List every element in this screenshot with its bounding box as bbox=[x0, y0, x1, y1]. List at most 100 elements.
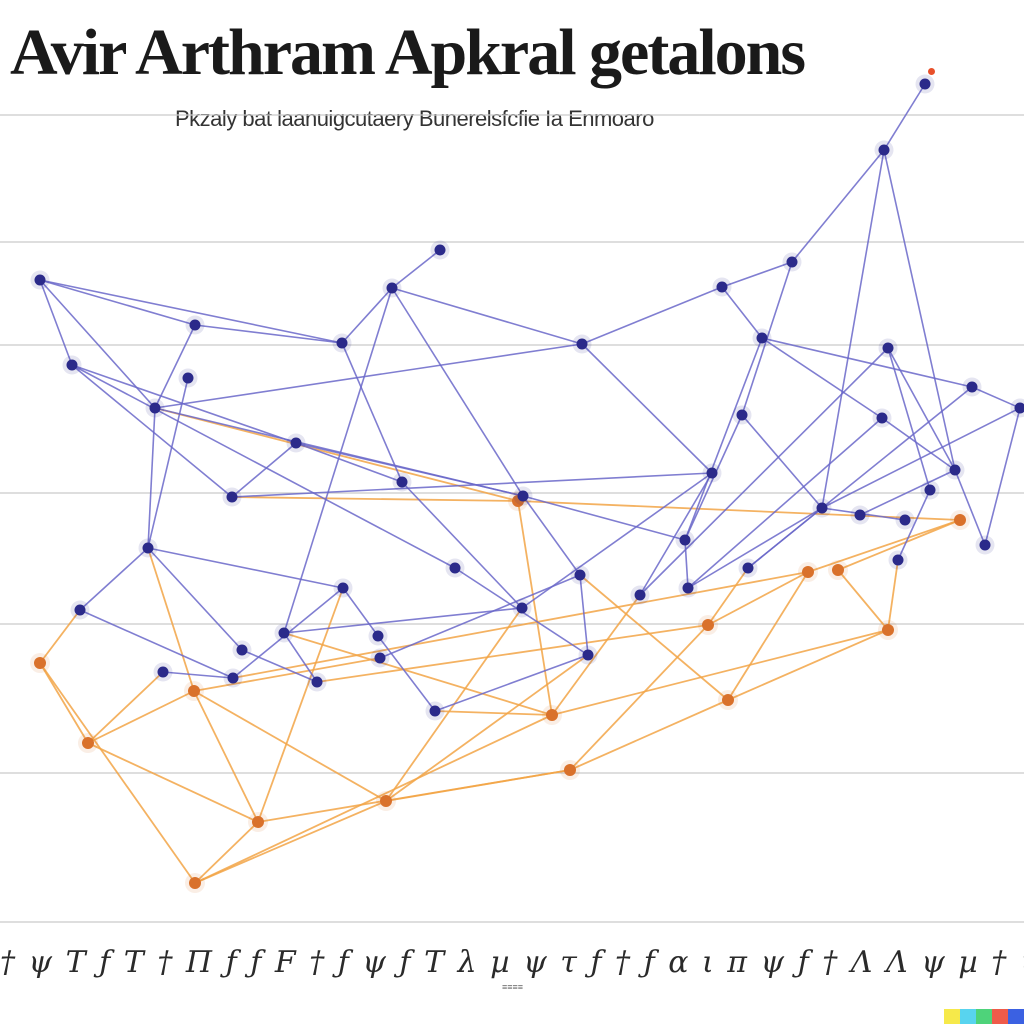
orange-edge bbox=[569, 699, 729, 771]
blue-node bbox=[979, 539, 991, 551]
orange-edge bbox=[154, 407, 519, 502]
orange-node bbox=[546, 709, 558, 721]
orange-nodes bbox=[30, 491, 970, 893]
blue-edge bbox=[342, 587, 379, 637]
blue-edge bbox=[687, 507, 823, 589]
footnote: ≡≡≡≡ bbox=[502, 982, 524, 992]
orange-node bbox=[954, 514, 966, 526]
blue-node bbox=[582, 649, 594, 661]
blue-edge bbox=[147, 407, 156, 549]
blue-edge bbox=[39, 279, 73, 366]
orange-edge bbox=[39, 662, 196, 884]
blue-node bbox=[182, 372, 194, 384]
blue-node bbox=[716, 281, 728, 293]
blue-node bbox=[386, 282, 398, 294]
blue-edge bbox=[391, 249, 441, 289]
orange-edge bbox=[193, 690, 259, 823]
blue-edge bbox=[162, 671, 234, 679]
blue-edge bbox=[147, 377, 189, 549]
blue-edge bbox=[954, 469, 986, 546]
orange-edge bbox=[837, 569, 889, 631]
blue-node bbox=[1014, 402, 1024, 414]
blue-edge bbox=[391, 287, 583, 345]
blue-node bbox=[919, 78, 931, 90]
blue-node bbox=[892, 554, 904, 566]
orange-edge bbox=[579, 574, 729, 701]
footer-glyph-row: † ψ T ƒ T † Π ƒ ƒ F † ƒ ψ ƒ T λ µ ψ τ ƒ … bbox=[0, 945, 1024, 980]
blue-edge bbox=[231, 442, 297, 498]
orange-edge bbox=[385, 769, 571, 802]
blue-edge bbox=[79, 609, 234, 679]
blue-edge bbox=[821, 149, 885, 509]
blue-node bbox=[429, 705, 441, 717]
orange-edge bbox=[193, 690, 387, 802]
blue-edge bbox=[147, 547, 243, 651]
blue-edge bbox=[71, 364, 233, 498]
blue-node bbox=[854, 509, 866, 521]
blue-edge bbox=[581, 343, 713, 474]
orange-edge bbox=[837, 519, 961, 571]
orange-edge bbox=[551, 629, 889, 716]
blue-edge bbox=[341, 287, 393, 344]
blue-node bbox=[516, 602, 528, 614]
orange-edge bbox=[193, 657, 381, 692]
blue-node bbox=[34, 274, 46, 286]
blue-edge bbox=[883, 83, 926, 151]
blue-edge bbox=[379, 574, 581, 659]
orange-edge bbox=[316, 624, 709, 683]
blue-edge bbox=[639, 472, 713, 596]
blue-edge bbox=[341, 342, 403, 483]
color-swatch bbox=[992, 1009, 1008, 1024]
blue-edge bbox=[579, 574, 589, 656]
blue-edge bbox=[241, 649, 318, 683]
orange-node bbox=[34, 657, 46, 669]
blue-node bbox=[226, 491, 238, 503]
blue-node bbox=[786, 256, 798, 268]
orange-edge bbox=[434, 710, 553, 716]
blue-node bbox=[742, 562, 754, 574]
orange-edge bbox=[887, 559, 899, 631]
blue-node bbox=[434, 244, 446, 256]
blue-edge bbox=[154, 324, 196, 409]
orange-edge bbox=[194, 800, 387, 884]
blue-node bbox=[816, 502, 828, 514]
orange-edge bbox=[807, 519, 961, 573]
orange-node bbox=[564, 764, 576, 776]
blue-edges bbox=[39, 83, 1021, 712]
blue-edge bbox=[295, 442, 524, 497]
blue-node bbox=[157, 666, 169, 678]
blue-edge bbox=[881, 417, 956, 471]
blue-edge bbox=[971, 386, 1021, 409]
orange-edge bbox=[147, 547, 195, 692]
blue-node bbox=[227, 672, 239, 684]
orange-edge bbox=[707, 567, 749, 626]
blue-node bbox=[149, 402, 161, 414]
blue-node bbox=[924, 484, 936, 496]
blue-edge bbox=[391, 287, 524, 497]
orange-edge bbox=[87, 671, 164, 744]
blue-edge bbox=[821, 386, 973, 509]
blue-node bbox=[876, 412, 888, 424]
blue-nodes bbox=[30, 74, 1024, 721]
blue-node bbox=[372, 630, 384, 642]
blue-edge bbox=[684, 539, 689, 589]
blue-edge bbox=[821, 407, 1021, 509]
orange-edge bbox=[283, 632, 553, 716]
blue-node bbox=[878, 144, 890, 156]
blue-node bbox=[337, 582, 349, 594]
blue-node bbox=[882, 342, 894, 354]
blue-node bbox=[189, 319, 201, 331]
blue-edge bbox=[283, 607, 523, 634]
color-swatch bbox=[976, 1009, 992, 1024]
blue-edge bbox=[721, 261, 793, 288]
blue-node bbox=[576, 338, 588, 350]
blue-edge bbox=[147, 547, 344, 589]
blue-node bbox=[336, 337, 348, 349]
orange-edges bbox=[39, 407, 961, 884]
blue-edge bbox=[295, 442, 403, 483]
blue-node bbox=[756, 332, 768, 344]
blue-edge bbox=[194, 324, 343, 344]
blue-edge bbox=[883, 149, 956, 471]
blue-edge bbox=[791, 149, 885, 263]
